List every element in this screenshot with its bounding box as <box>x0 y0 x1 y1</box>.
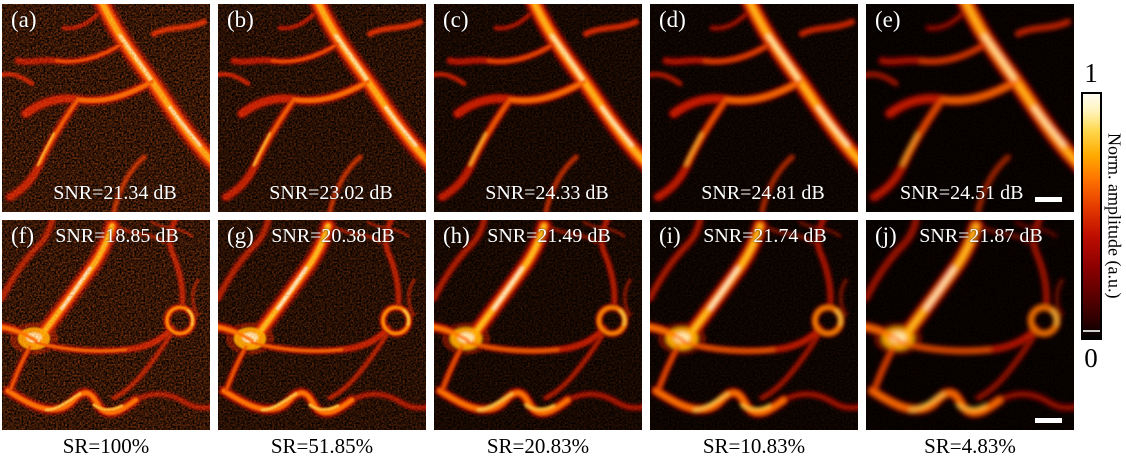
colorbar-axis-label: Norm. amplitude (a.u.) <box>1104 133 1125 299</box>
panel-letter: (b) <box>227 7 254 32</box>
vascular-image <box>434 4 642 212</box>
vascular-image <box>2 220 210 430</box>
vascular-image <box>218 220 426 430</box>
scale-bar <box>1035 197 1062 202</box>
vascular-image <box>650 220 858 430</box>
snr-label: SNR=21.74 dB <box>703 225 827 247</box>
panel-letter: (j) <box>875 223 897 248</box>
panel-letter: (h) <box>443 223 470 248</box>
snr-label: SNR=21.49 dB <box>487 225 611 247</box>
sr-caption: SR=10.83% <box>702 434 806 458</box>
snr-label: SNR=21.34 dB <box>53 182 177 204</box>
image-panel: (c) SNR=24.33 dB <box>434 4 642 212</box>
snr-label: SNR=24.51 dB <box>900 182 1024 204</box>
panel-letter: (e) <box>875 7 901 32</box>
panel-letter: (i) <box>659 223 681 248</box>
vascular-image <box>650 4 858 212</box>
image-panel: (i) SNR=21.74 dB <box>650 220 858 430</box>
scale-bar <box>1035 418 1062 423</box>
snr-label: SNR=24.33 dB <box>485 182 609 204</box>
image-panel: (j) SNR=21.87 dB <box>866 220 1074 430</box>
panel-letter: (c) <box>443 7 469 32</box>
snr-label: SNR=20.38 dB <box>271 225 395 247</box>
image-panel: (d) SNR=24.81 dB <box>650 4 858 212</box>
image-panel: (g) SNR=20.38 dB <box>218 220 426 430</box>
sr-caption: SR=51.85% <box>270 434 374 458</box>
snr-label: SNR=21.87 dB <box>919 225 1043 247</box>
sr-caption: SR=20.83% <box>486 434 590 458</box>
panel-letter: (f) <box>11 223 34 248</box>
panel-letter: (a) <box>11 7 37 32</box>
image-panel: (h) SNR=21.49 dB <box>434 220 642 430</box>
colorbar-max-label: 1 <box>1084 58 1098 88</box>
image-panel: (f) SNR=18.85 dB <box>2 220 210 430</box>
vascular-image <box>866 220 1074 430</box>
image-panel: (e) SNR=24.51 dB <box>866 4 1074 212</box>
colorbar-min-label: 0 <box>1084 343 1098 373</box>
image-panel: (b) SNR=23.02 dB <box>218 4 426 212</box>
vascular-image <box>434 220 642 430</box>
sr-caption: SR=100% <box>62 434 150 458</box>
vascular-image <box>2 4 210 212</box>
vascular-image <box>218 4 426 212</box>
sr-caption: SR=4.83% <box>924 434 1016 458</box>
panel-letter: (g) <box>227 223 254 248</box>
panel-letter: (d) <box>659 7 686 32</box>
snr-label: SNR=18.85 dB <box>55 225 179 247</box>
image-panel: (a) SNR=21.34 dB <box>2 4 210 212</box>
colorbar-zero-tick <box>1083 330 1100 332</box>
snr-label: SNR=23.02 dB <box>269 182 393 204</box>
colorbar <box>1081 92 1102 340</box>
snr-label: SNR=24.81 dB <box>701 182 825 204</box>
vascular-image <box>866 4 1074 212</box>
